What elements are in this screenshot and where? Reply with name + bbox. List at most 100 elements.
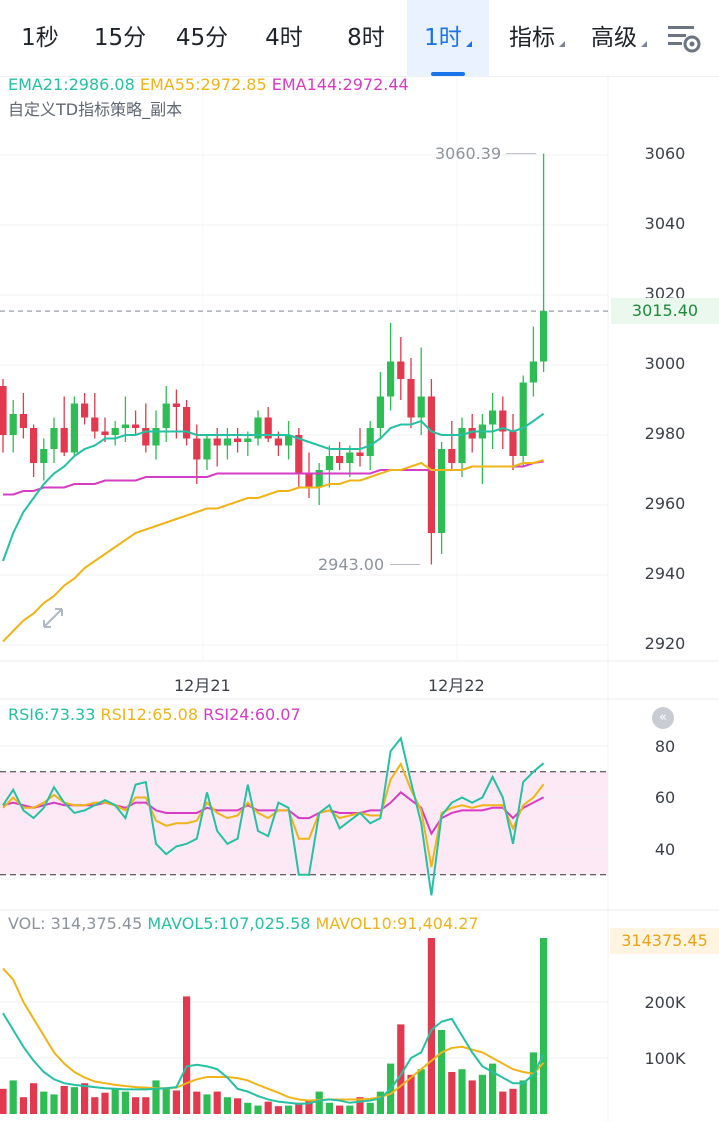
tab-advanced[interactable]: 高级 [580,0,658,76]
candle-body [203,438,211,460]
ema21-line [2,412,545,562]
volume-bar [142,1097,150,1114]
candle-body [417,396,425,418]
tab-4h[interactable]: 4时 [265,25,303,51]
tab-indicators[interactable]: 指标 [498,0,576,76]
volume-bar [295,1102,303,1114]
date-label: 12月22 [428,676,485,695]
mavol5-line [2,1012,545,1105]
candle-body [254,417,262,439]
tab-8h[interactable]: 8时 [347,25,385,51]
strategy-name: 自定义TD指标策略_副本 [8,100,183,119]
volume-bar [152,1080,160,1114]
volume-bar [427,938,435,1114]
y-tick: 3000 [644,354,686,373]
candle-body [234,438,242,442]
candle-body [366,428,374,456]
volume-bar [519,1080,527,1114]
volume-bar [162,1088,170,1114]
volume-legend: VOL: 314,375.45 MAVOL5:107,025.58 MAVOL1… [8,914,479,933]
rsi24-label: RSI24:60.07 [203,705,301,724]
volume-bar [183,996,191,1114]
high-price-label: 3060.39 [435,144,502,163]
candle-body [458,428,466,463]
rsi-y-tick: 40 [654,840,676,859]
rsi-y-tick: 60 [654,788,676,807]
volume-bar [30,1083,38,1114]
candle-body [468,428,476,439]
volume-bar [376,1091,384,1114]
volume-bar [325,1102,333,1114]
candle-body [142,428,150,446]
rsi12-label: RSI12:65.08 [100,705,199,724]
candle-body [376,396,384,428]
ema21-label: EMA21:2986.08 [8,75,135,94]
mavol10-label: MAVOL10:91,404.27 [315,914,479,933]
candle-body [264,417,272,439]
candle-body [397,361,405,379]
candle-body [183,407,191,439]
tab-15m[interactable]: 15分 [93,25,147,51]
y-tick: 3040 [644,214,686,233]
chart-settings-icon[interactable] [664,20,704,56]
vol-y-tick: 100K [644,1049,686,1068]
volume-bar [356,1097,364,1114]
mavol5-label: MAVOL5:107,025.58 [147,914,311,933]
candle-body [19,414,27,428]
volume-bar [285,1105,293,1114]
candle-body [91,417,99,432]
dropdown-corner-icon [465,41,472,47]
volume-bar [478,1074,486,1114]
tab-1s[interactable]: 1秒 [21,25,59,51]
candle-body [499,410,507,432]
volume-bar [234,1098,242,1114]
candle-body [336,456,344,463]
y-tick: 2940 [644,564,686,583]
candle-body [448,449,456,463]
volume-bar [244,1102,252,1114]
volume-bar [111,1088,119,1114]
candle-body [81,403,89,418]
volume-bar [458,1069,466,1114]
volume-bar [223,1097,231,1114]
dropdown-corner-icon [641,41,647,47]
candle-body [162,403,170,428]
low-price-label: 2943.00 [318,555,385,574]
candle-body [295,435,303,474]
candle-body [223,438,231,446]
candle-body [407,379,415,418]
tab-45m[interactable]: 45分 [175,25,229,51]
candle-body [519,382,527,456]
volume-bar [499,1091,507,1114]
volume-bar [438,1030,446,1114]
candle-body [152,428,160,446]
volume-bar [407,1074,415,1114]
candle-body [438,449,446,533]
volume-bar [172,1090,180,1114]
candle-body [9,414,17,435]
date-label: 12月21 [174,676,231,695]
candle-body [121,424,129,428]
expand-icon[interactable] [40,605,66,631]
volume-bar [489,1063,497,1114]
collapse-icon[interactable]: « [652,707,674,729]
indicator-lines [2,412,545,643]
candle-body [489,410,497,425]
volume-bar [540,938,548,1114]
candle-body [274,438,282,446]
volume-bar [19,1097,27,1114]
y-tick: 2980 [644,424,686,443]
rsi12-line [2,761,545,868]
volume-bar [70,1087,78,1114]
rsi-overbought-oversold-band [0,771,608,875]
rsi6-label: RSI6:73.33 [8,705,96,724]
volume-bar [264,1101,272,1114]
timeframe-tabbar: 1秒 15分 45分 4时 8时 1时 指标 高级 [0,0,719,77]
candle-body [0,386,7,435]
volume-bars [0,938,608,1114]
tab-1h[interactable]: 1时 [407,0,489,76]
volume-bar [40,1091,48,1114]
candle-body [132,424,140,428]
volume-bar [213,1091,221,1114]
